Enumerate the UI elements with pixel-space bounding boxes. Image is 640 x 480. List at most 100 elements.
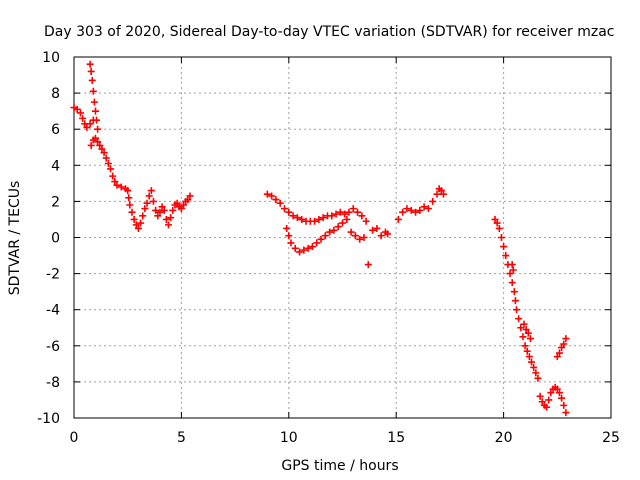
data-point-marker bbox=[502, 252, 510, 260]
data-point-marker bbox=[143, 199, 151, 207]
data-point-marker bbox=[315, 215, 323, 223]
data-point-marker bbox=[180, 201, 188, 209]
data-point-marker bbox=[165, 221, 173, 229]
data-point-marker bbox=[519, 333, 527, 341]
x-tick-label: 5 bbox=[177, 430, 186, 446]
y-tick-label: -4 bbox=[46, 303, 60, 319]
data-point-marker bbox=[311, 217, 319, 225]
data-point-marker bbox=[532, 369, 540, 377]
data-point-marker bbox=[543, 403, 551, 411]
data-point-marker bbox=[369, 226, 377, 234]
y-tick-label: 8 bbox=[51, 86, 60, 102]
data-point-marker bbox=[364, 261, 372, 269]
data-point-marker bbox=[347, 228, 355, 236]
data-point-marker bbox=[100, 149, 108, 157]
data-point-marker bbox=[76, 109, 84, 117]
x-tick-label: 10 bbox=[280, 430, 298, 446]
data-point-marker bbox=[326, 228, 334, 236]
data-point-marker bbox=[508, 261, 516, 269]
data-point-marker bbox=[356, 235, 364, 243]
data-point-marker bbox=[160, 206, 168, 214]
data-point-marker bbox=[291, 244, 299, 252]
data-point-marker bbox=[330, 226, 338, 234]
data-point-marker bbox=[336, 208, 344, 216]
y-tick-label: -6 bbox=[46, 339, 60, 355]
data-point-marker bbox=[126, 201, 134, 209]
data-point-marker bbox=[523, 347, 531, 355]
data-point-marker bbox=[73, 105, 81, 113]
data-point-marker bbox=[508, 279, 516, 287]
data-point-marker bbox=[87, 67, 95, 75]
data-point-marker bbox=[145, 192, 153, 200]
data-point-marker bbox=[321, 232, 329, 240]
data-point-marker bbox=[111, 178, 119, 186]
data-point-marker bbox=[553, 385, 561, 393]
data-point-marker bbox=[377, 232, 385, 240]
data-point-marker bbox=[510, 288, 518, 296]
data-point-marker bbox=[509, 266, 517, 274]
data-point-marker bbox=[511, 297, 519, 305]
data-point-marker bbox=[538, 398, 546, 406]
data-point-marker bbox=[328, 212, 336, 220]
data-point-marker bbox=[373, 224, 381, 232]
data-point-marker bbox=[186, 192, 194, 200]
data-point-marker bbox=[407, 206, 415, 214]
data-point-marker bbox=[560, 340, 568, 348]
data-point-marker bbox=[313, 239, 321, 247]
y-tick-label: 6 bbox=[51, 122, 60, 138]
data-point-marker bbox=[109, 172, 117, 180]
x-tick-label: 25 bbox=[602, 430, 620, 446]
data-point-marker bbox=[162, 215, 170, 223]
data-point-marker bbox=[94, 138, 102, 146]
y-tick-label: -8 bbox=[46, 375, 60, 391]
data-point-marker bbox=[545, 396, 553, 404]
data-point-marker bbox=[91, 134, 99, 142]
y-tick-label: -10 bbox=[37, 411, 60, 427]
data-point-marker bbox=[525, 353, 533, 361]
data-point-marker bbox=[495, 224, 503, 232]
data-point-marker bbox=[285, 232, 293, 240]
data-point-marker bbox=[86, 120, 94, 128]
data-point-marker bbox=[439, 190, 447, 198]
data-point-marker bbox=[107, 165, 115, 173]
data-point-marker bbox=[562, 335, 570, 343]
axis-ticks: 0 5 10 15 20 25 -10 -8 -6 -4 -2 0 2 4 6 8 10 bbox=[37, 50, 620, 446]
data-point-marker bbox=[300, 246, 308, 254]
data-point-marker bbox=[360, 234, 368, 241]
data-point-marker bbox=[91, 107, 99, 115]
data-point-marker bbox=[558, 344, 566, 352]
y-tick-label: 4 bbox=[51, 158, 60, 174]
x-axis-label: GPS time / hours bbox=[281, 458, 398, 474]
y-tick-label: 2 bbox=[51, 194, 60, 210]
data-point-marker bbox=[526, 335, 534, 343]
data-point-marker bbox=[287, 239, 295, 247]
data-point-marker bbox=[289, 212, 297, 220]
data-point-marker bbox=[156, 208, 164, 216]
data-point-marker bbox=[139, 212, 147, 220]
data-point-marker bbox=[517, 324, 525, 332]
data-point-marker bbox=[86, 60, 94, 68]
data-point-marker bbox=[512, 306, 520, 314]
data-point-marker bbox=[177, 205, 185, 213]
data-point-marker bbox=[403, 205, 411, 213]
data-point-marker bbox=[560, 401, 568, 409]
y-tick-label: 10 bbox=[42, 50, 60, 66]
data-point-marker bbox=[416, 206, 424, 214]
data-point-marker bbox=[424, 205, 432, 213]
data-point-marker bbox=[358, 212, 366, 220]
data-point-marker bbox=[420, 203, 428, 211]
data-point-marker bbox=[522, 326, 530, 334]
data-point-marker bbox=[293, 214, 301, 222]
data-point-marker bbox=[152, 206, 160, 214]
data-point-marker bbox=[298, 215, 306, 223]
data-point-marker bbox=[167, 214, 175, 222]
data-point-marker bbox=[125, 194, 133, 202]
data-point-marker bbox=[343, 215, 351, 223]
data-point-marker bbox=[88, 76, 96, 84]
data-point-marker bbox=[555, 349, 563, 357]
data-point-marker bbox=[263, 190, 271, 198]
data-point-marker bbox=[524, 329, 532, 337]
data-point-marker bbox=[384, 230, 392, 238]
data-point-marker bbox=[317, 235, 325, 243]
data-point-marker bbox=[304, 244, 312, 252]
